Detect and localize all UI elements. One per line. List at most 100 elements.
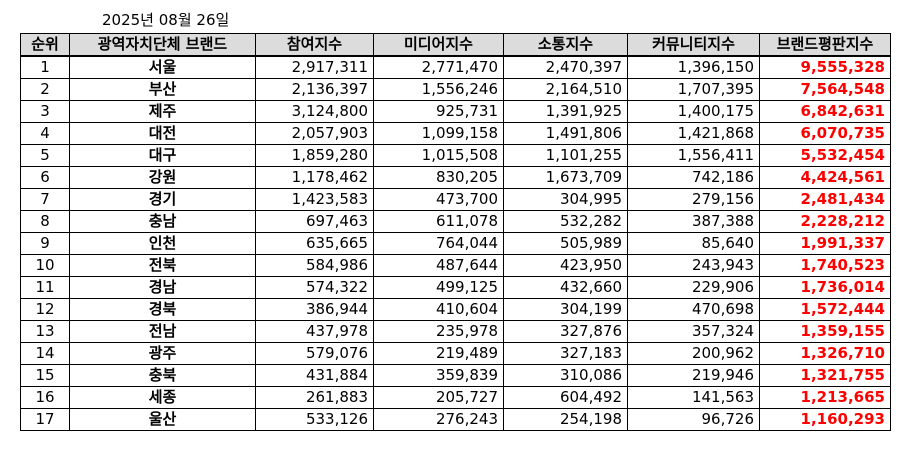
participation-cell: 584,986 bbox=[255, 254, 374, 277]
region-cell: 대구 bbox=[69, 144, 256, 167]
column-header-rank: 순위 bbox=[20, 33, 70, 57]
participation-cell: 533,126 bbox=[255, 408, 374, 431]
table-row: 17 울산 533,126 276,243 254,198 96,726 1,160,293 bbox=[20, 408, 891, 431]
table-row: 10 전북 584,986 487,644 423,950 243,943 1,740,52… bbox=[20, 254, 891, 277]
communication-cell: 505,989 bbox=[503, 232, 628, 255]
table-row: 9 인천 635,665 764,044 505,989 85,640 1,991,337 bbox=[20, 232, 891, 255]
rank-cell: 12 bbox=[20, 298, 70, 321]
participation-cell: 386,944 bbox=[255, 298, 374, 321]
community-cell: 200,962 bbox=[627, 342, 760, 365]
rank-cell: 16 bbox=[20, 386, 70, 409]
table-row: 5 대구 1,859,280 1,015,508 1,101,255 1,556,411 5… bbox=[20, 144, 891, 167]
rank-cell: 8 bbox=[20, 210, 70, 233]
table-row: 6 강원 1,178,462 830,205 1,673,709 742,186 4,424… bbox=[20, 166, 891, 189]
brand-index-cell: 2,481,434 bbox=[759, 188, 891, 211]
rank-cell: 4 bbox=[20, 122, 70, 145]
brand-index-cell: 1,736,014 bbox=[759, 276, 891, 299]
region-cell: 서울 bbox=[69, 55, 256, 79]
participation-cell: 2,057,903 bbox=[255, 122, 374, 145]
media-cell: 205,727 bbox=[373, 386, 504, 409]
media-cell: 219,489 bbox=[373, 342, 504, 365]
participation-cell: 2,917,311 bbox=[255, 55, 374, 79]
table-row: 14 광주 579,076 219,489 327,183 200,962 1,326,71… bbox=[20, 342, 891, 365]
column-header-communication: 소통지수 bbox=[503, 33, 628, 57]
brand-index-cell: 1,213,665 bbox=[759, 386, 891, 409]
rank-cell: 2 bbox=[20, 78, 70, 101]
rank-cell: 7 bbox=[20, 188, 70, 211]
brand-index-cell: 1,991,337 bbox=[759, 232, 891, 255]
communication-cell: 432,660 bbox=[503, 276, 628, 299]
participation-cell: 437,978 bbox=[255, 320, 374, 343]
participation-cell: 635,665 bbox=[255, 232, 374, 255]
participation-cell: 431,884 bbox=[255, 364, 374, 387]
community-cell: 357,324 bbox=[627, 320, 760, 343]
region-cell: 울산 bbox=[69, 408, 256, 431]
community-cell: 229,906 bbox=[627, 276, 760, 299]
community-cell: 742,186 bbox=[627, 166, 760, 189]
region-cell: 광주 bbox=[69, 342, 256, 365]
brand-index-cell: 7,564,548 bbox=[759, 78, 891, 101]
community-cell: 279,156 bbox=[627, 188, 760, 211]
column-header-media: 미디어지수 bbox=[373, 33, 504, 57]
community-cell: 85,640 bbox=[627, 232, 760, 255]
rank-cell: 1 bbox=[20, 55, 70, 79]
media-cell: 235,978 bbox=[373, 320, 504, 343]
community-cell: 96,726 bbox=[627, 408, 760, 431]
table-row: 4 대전 2,057,903 1,099,158 1,491,806 1,421,868 6… bbox=[20, 122, 891, 145]
table-row: 1 서울 2,917,311 2,771,470 2,470,397 1,396,150 9… bbox=[20, 55, 891, 79]
community-cell: 387,388 bbox=[627, 210, 760, 233]
media-cell: 487,644 bbox=[373, 254, 504, 277]
communication-cell: 254,198 bbox=[503, 408, 628, 431]
communication-cell: 304,995 bbox=[503, 188, 628, 211]
brand-index-cell: 1,321,755 bbox=[759, 364, 891, 387]
communication-cell: 604,492 bbox=[503, 386, 628, 409]
participation-cell: 3,124,800 bbox=[255, 100, 374, 123]
communication-cell: 1,491,806 bbox=[503, 122, 628, 145]
rank-cell: 14 bbox=[20, 342, 70, 365]
table-body: 1 서울 2,917,311 2,771,470 2,470,397 1,396,150 9… bbox=[20, 55, 891, 431]
communication-cell: 2,470,397 bbox=[503, 55, 628, 79]
table-row: 8 충남 697,463 611,078 532,282 387,388 2,228,212 bbox=[20, 210, 891, 233]
media-cell: 499,125 bbox=[373, 276, 504, 299]
media-cell: 925,731 bbox=[373, 100, 504, 123]
brand-index-cell: 1,160,293 bbox=[759, 408, 891, 431]
brand-index-cell: 6,842,631 bbox=[759, 100, 891, 123]
media-cell: 410,604 bbox=[373, 298, 504, 321]
rank-cell: 13 bbox=[20, 320, 70, 343]
region-cell: 부산 bbox=[69, 78, 256, 101]
communication-cell: 423,950 bbox=[503, 254, 628, 277]
brand-index-cell: 1,326,710 bbox=[759, 342, 891, 365]
participation-cell: 1,423,583 bbox=[255, 188, 374, 211]
community-cell: 1,556,411 bbox=[627, 144, 760, 167]
brand-index-cell: 9,555,328 bbox=[759, 55, 891, 79]
rank-cell: 3 bbox=[20, 100, 70, 123]
table-row: 7 경기 1,423,583 473,700 304,995 279,156 2,481,4… bbox=[20, 188, 891, 211]
rank-cell: 5 bbox=[20, 144, 70, 167]
media-cell: 473,700 bbox=[373, 188, 504, 211]
communication-cell: 2,164,510 bbox=[503, 78, 628, 101]
communication-cell: 1,673,709 bbox=[503, 166, 628, 189]
community-cell: 1,707,395 bbox=[627, 78, 760, 101]
rank-cell: 6 bbox=[20, 166, 70, 189]
table-row: 15 충북 431,884 359,839 310,086 219,946 1,321,75… bbox=[20, 364, 891, 387]
community-cell: 141,563 bbox=[627, 386, 760, 409]
communication-cell: 1,101,255 bbox=[503, 144, 628, 167]
rank-cell: 15 bbox=[20, 364, 70, 387]
column-header-community: 커뮤니티지수 bbox=[627, 33, 760, 57]
table-row: 13 전남 437,978 235,978 327,876 357,324 1,359,15… bbox=[20, 320, 891, 343]
table-row: 16 세종 261,883 205,727 604,492 141,563 1,213,66… bbox=[20, 386, 891, 409]
community-cell: 470,698 bbox=[627, 298, 760, 321]
region-cell: 인천 bbox=[69, 232, 256, 255]
communication-cell: 304,199 bbox=[503, 298, 628, 321]
communication-cell: 310,086 bbox=[503, 364, 628, 387]
media-cell: 1,015,508 bbox=[373, 144, 504, 167]
region-cell: 충북 bbox=[69, 364, 256, 387]
community-cell: 219,946 bbox=[627, 364, 760, 387]
column-header-brand-index: 브랜드평판지수 bbox=[759, 33, 891, 57]
table-row: 2 부산 2,136,397 1,556,246 2,164,510 1,707,395 7… bbox=[20, 78, 891, 101]
region-cell: 제주 bbox=[69, 100, 256, 123]
media-cell: 276,243 bbox=[373, 408, 504, 431]
region-cell: 경기 bbox=[69, 188, 256, 211]
column-header-region: 광역자치단체 브랜드 bbox=[69, 33, 256, 57]
region-cell: 전북 bbox=[69, 254, 256, 277]
